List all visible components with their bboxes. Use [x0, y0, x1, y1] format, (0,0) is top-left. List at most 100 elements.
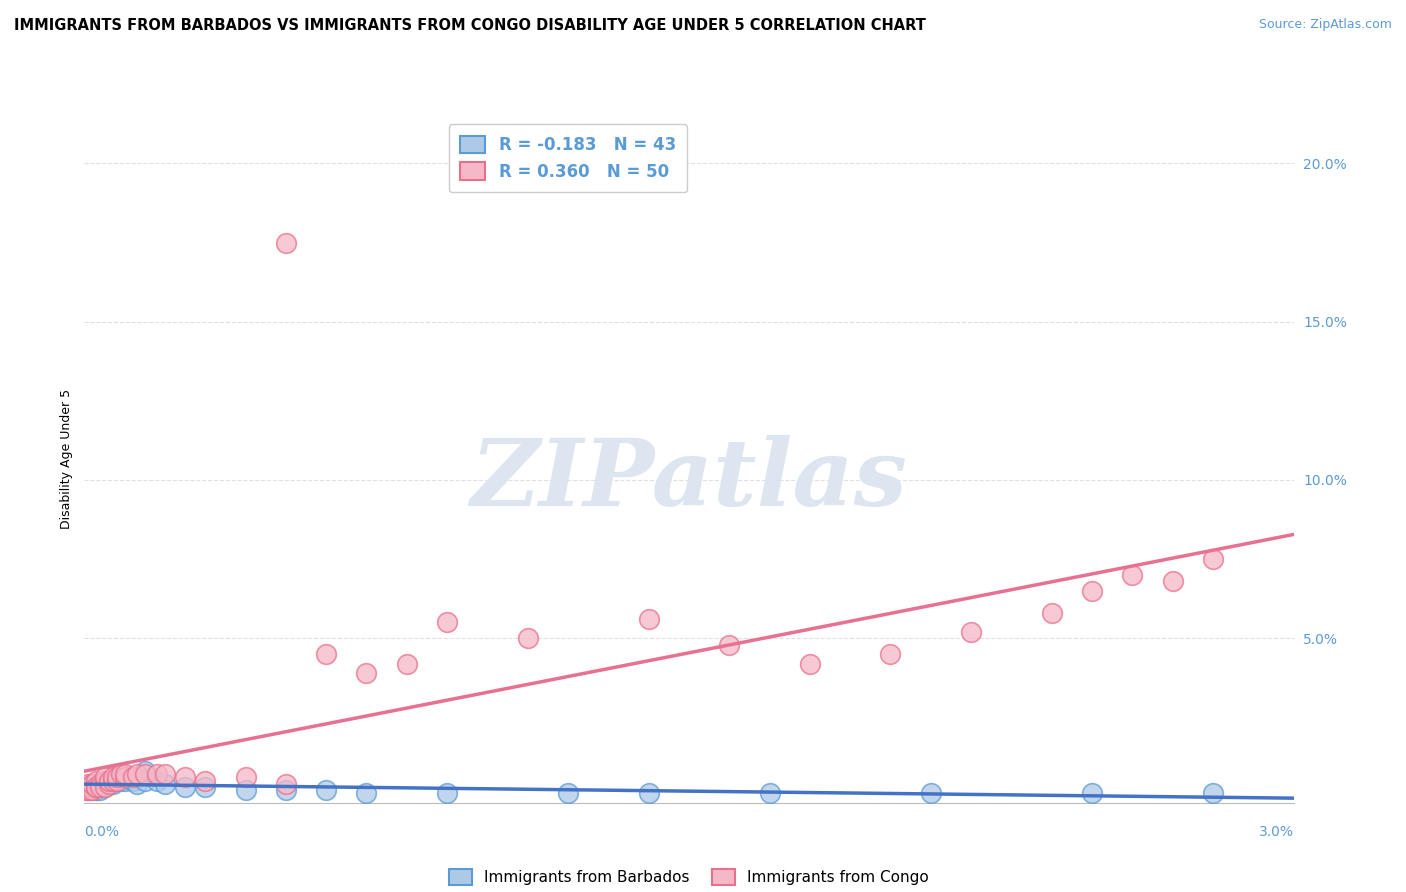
Point: [101, 773, 124, 788]
Point: [110, 773, 132, 788]
Point: [110, 767, 132, 781]
Point: [97, 773, 120, 788]
Point: [77, 783, 100, 797]
Point: [97, 777, 120, 791]
Point: [86, 773, 108, 788]
Point: [93, 777, 115, 791]
Point: [82, 783, 104, 797]
Point: [799, 657, 821, 671]
Y-axis label: Disability Age Under 5: Disability Age Under 5: [60, 389, 73, 530]
Point: [1161, 574, 1184, 589]
Point: [134, 773, 156, 788]
Point: [125, 767, 148, 781]
Point: [121, 773, 143, 788]
Point: [114, 773, 136, 788]
Point: [97, 773, 120, 788]
Point: [86, 783, 108, 797]
Point: [89, 777, 111, 791]
Point: [146, 767, 169, 781]
Point: [77, 777, 100, 791]
Point: [105, 773, 128, 788]
Point: [194, 780, 217, 794]
Point: [114, 767, 136, 781]
Point: [274, 777, 297, 791]
Point: [89, 780, 111, 794]
Point: [315, 647, 337, 661]
Point: [1081, 786, 1104, 800]
Point: [75, 780, 97, 794]
Point: [105, 771, 128, 785]
Point: [1202, 552, 1225, 566]
Point: [93, 773, 115, 788]
Point: [114, 771, 136, 785]
Point: [960, 624, 983, 639]
Point: [146, 773, 169, 788]
Point: [134, 767, 156, 781]
Point: [274, 783, 297, 797]
Point: [89, 783, 111, 797]
Point: [86, 780, 108, 794]
Point: [920, 786, 942, 800]
Point: [97, 777, 120, 791]
Point: [134, 764, 156, 779]
Point: [1202, 786, 1225, 800]
Point: [153, 767, 176, 781]
Point: [718, 638, 741, 652]
Point: [82, 780, 104, 794]
Text: 0.0%: 0.0%: [84, 825, 120, 839]
Point: [86, 777, 108, 791]
Point: [557, 786, 579, 800]
Point: [356, 786, 378, 800]
Point: [75, 783, 97, 797]
Point: [121, 771, 143, 785]
Point: [77, 783, 100, 797]
Point: [153, 777, 176, 791]
Point: [436, 786, 458, 800]
Text: IMMIGRANTS FROM BARBADOS VS IMMIGRANTS FROM CONGO DISABILITY AGE UNDER 5 CORRELA: IMMIGRANTS FROM BARBADOS VS IMMIGRANTS F…: [14, 18, 927, 33]
Point: [105, 773, 128, 788]
Point: [82, 777, 104, 791]
Point: [101, 773, 124, 788]
Point: [75, 780, 97, 794]
Point: [86, 783, 108, 797]
Point: [101, 777, 124, 791]
Point: [194, 773, 217, 788]
Legend: Immigrants from Barbados, Immigrants from Congo: Immigrants from Barbados, Immigrants fro…: [443, 863, 935, 891]
Point: [125, 777, 148, 791]
Point: [235, 783, 257, 797]
Point: [637, 786, 659, 800]
Point: [93, 773, 115, 788]
Point: [436, 615, 458, 630]
Point: [93, 780, 115, 794]
Point: [89, 777, 111, 791]
Point: [356, 666, 378, 681]
Point: [1040, 606, 1063, 620]
Point: [82, 777, 104, 791]
Point: [174, 771, 197, 785]
Point: [758, 786, 780, 800]
Point: [93, 771, 115, 785]
Point: [86, 780, 108, 794]
Point: [1081, 583, 1104, 598]
Point: [516, 631, 538, 645]
Point: [274, 235, 297, 250]
Point: [114, 771, 136, 785]
Point: [82, 780, 104, 794]
Point: [174, 780, 197, 794]
Text: ZIPatlas: ZIPatlas: [471, 435, 907, 525]
Point: [1121, 568, 1143, 582]
Point: [879, 647, 901, 661]
Point: [395, 657, 418, 671]
Point: [101, 771, 124, 785]
Point: [77, 780, 100, 794]
Text: Source: ZipAtlas.com: Source: ZipAtlas.com: [1258, 18, 1392, 31]
Point: [105, 771, 128, 785]
Point: [77, 780, 100, 794]
Point: [82, 783, 104, 797]
Point: [315, 783, 337, 797]
Text: 3.0%: 3.0%: [1258, 825, 1294, 839]
Point: [93, 780, 115, 794]
Point: [637, 612, 659, 626]
Point: [235, 771, 257, 785]
Point: [89, 780, 111, 794]
